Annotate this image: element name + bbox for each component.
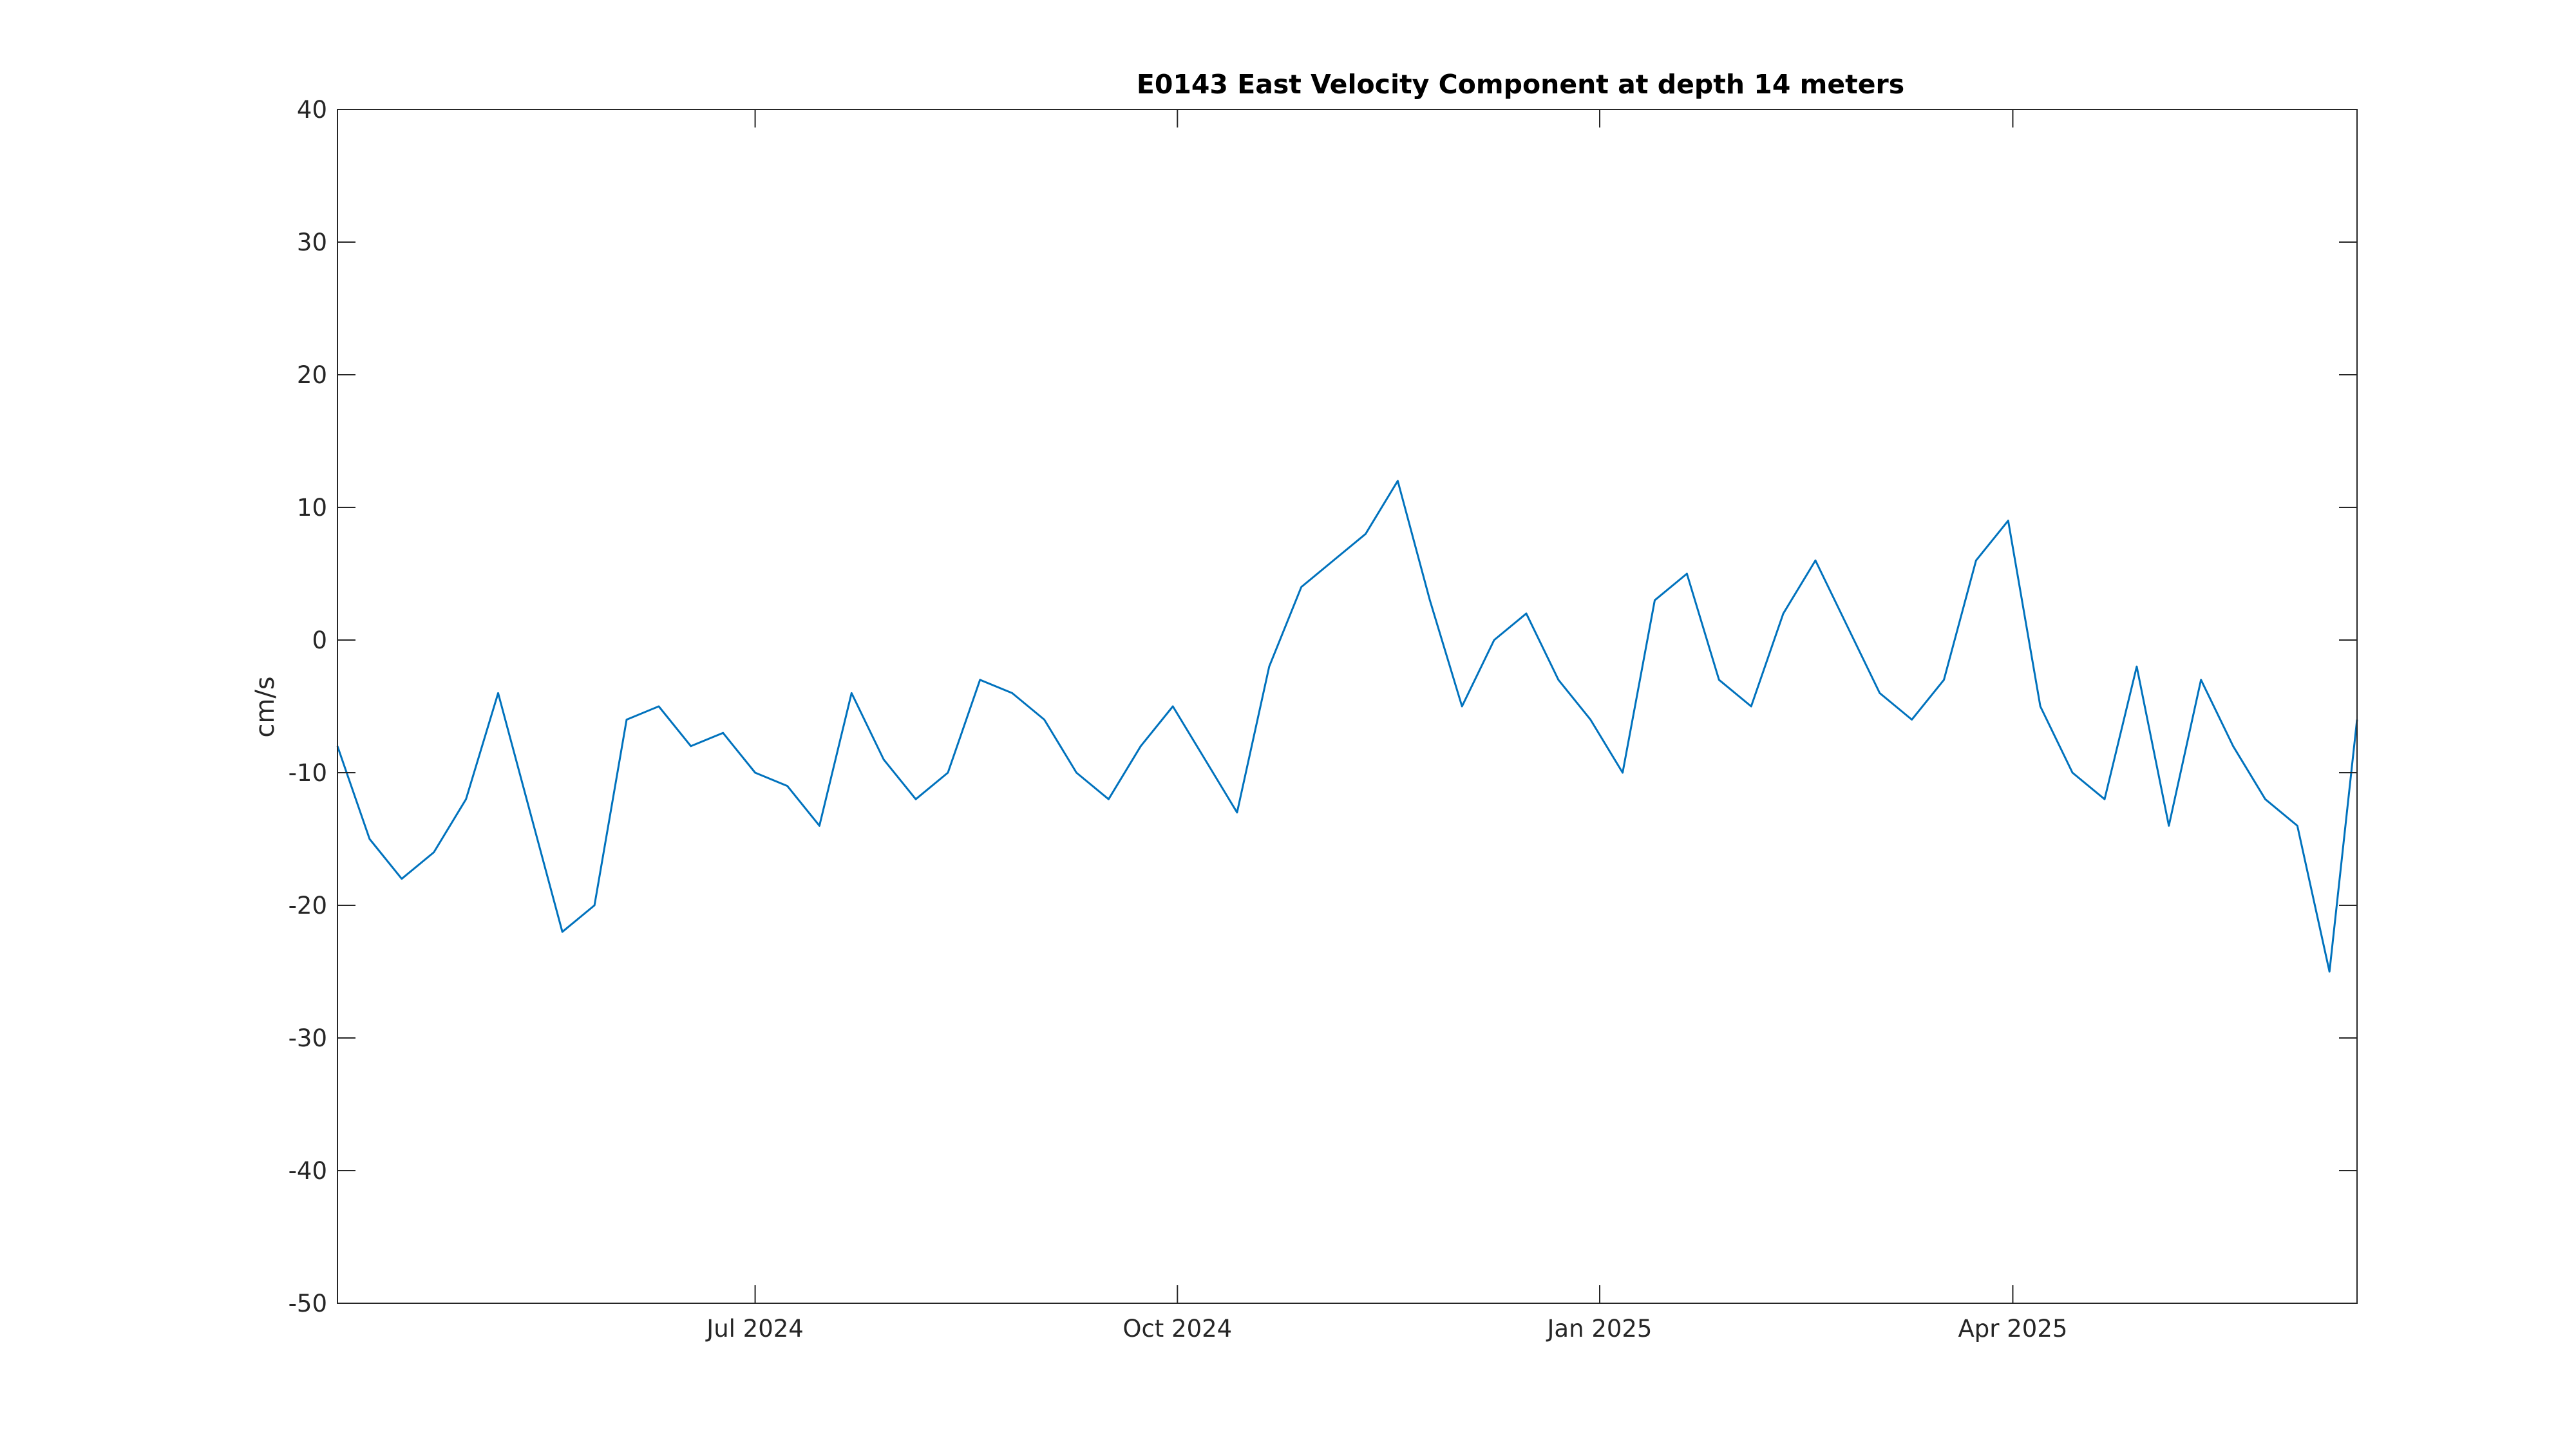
y-tick-label: 30 — [297, 229, 327, 256]
y-tick-label: -30 — [289, 1024, 327, 1052]
plot-area — [337, 109, 2357, 1303]
y-tick-label: 10 — [297, 494, 327, 522]
y-tick-label: 20 — [297, 361, 327, 389]
chart-title: E0143 East Velocity Component at depth 1… — [1137, 69, 1904, 100]
y-tick-label: -50 — [289, 1290, 327, 1317]
axes-box — [337, 109, 2358, 1304]
x-tick-label: Jan 2025 — [1546, 1315, 1653, 1343]
x-tick-label: Jul 2024 — [705, 1315, 804, 1343]
y-tick-label: -20 — [289, 892, 327, 919]
y-axis-label: cm/s — [251, 676, 280, 737]
y-tick-label: 40 — [297, 96, 327, 124]
axes-layer: 40 30 20 10 0 -10 -20 -30 -40 -50 Jul 2024 Oct 2024… — [289, 96, 2358, 1343]
x-tick-label: Oct 2024 — [1122, 1315, 1232, 1343]
y-tick-label: -10 — [289, 759, 327, 787]
x-tick-label: Apr 2025 — [1958, 1315, 2067, 1343]
plot-layer — [336, 109, 2358, 1303]
y-tick-label: -40 — [289, 1157, 327, 1185]
y-tick-label: 0 — [312, 627, 327, 654]
series-line-0 — [336, 480, 2358, 973]
